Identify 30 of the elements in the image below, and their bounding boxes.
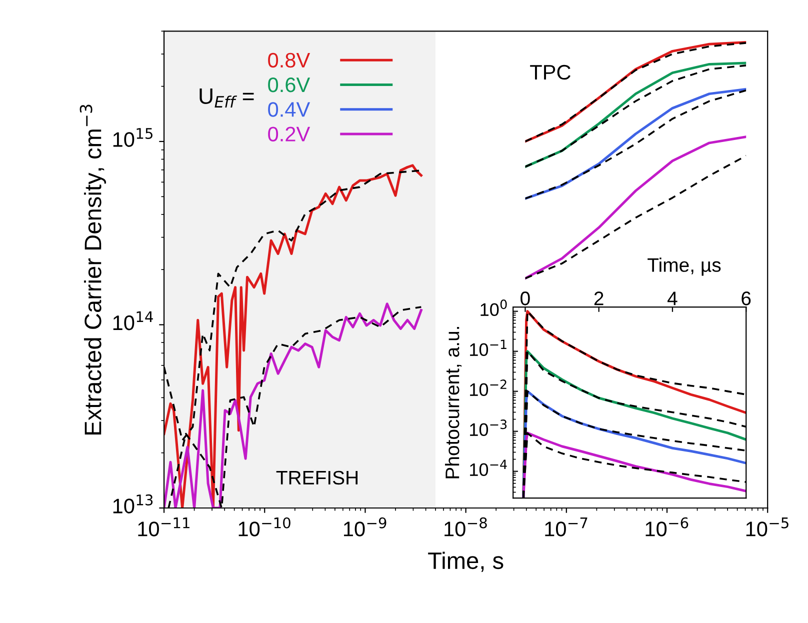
legend-label: 0.8V [268, 52, 310, 68]
x2-tick-label: 2 [594, 292, 604, 306]
annotation: TPC [530, 64, 570, 80]
x-tick-label: 10$^{−5}$ [746, 518, 788, 536]
x2-tick-label: 0 [520, 292, 530, 306]
x-tick-label: 10$^{−7}$ [545, 518, 588, 536]
legend-title: U$_{Eff}$ = [200, 88, 254, 108]
x-tick-label: 10$^{−6}$ [646, 517, 688, 536]
x2-tick-label: 6 [742, 292, 751, 306]
x2-axis-title: Time, µs [648, 258, 721, 276]
x-axis-title: Time, s [428, 552, 504, 572]
y-tick-label: 10$^{13}$ [113, 494, 153, 514]
legend-label: 0.4V [268, 102, 310, 117]
y-tick-label: 10$^{−3}$ [470, 420, 507, 436]
y-tick-label: 10$^{−4}$ [470, 460, 507, 476]
legend-label: 0.2V [268, 126, 310, 142]
y-tick-label: 10$^{0}$ [480, 300, 507, 316]
x2-tick-label: 4 [668, 292, 678, 306]
y-axis-title: Extracted Carrier Density, cm$^{−3}$ [80, 104, 106, 434]
x-tick-label: 10$^{−9}$ [344, 517, 386, 536]
y-axis-title: Photocurrent, a.u. [444, 327, 462, 478]
y-tick-label: 10$^{14}$ [113, 311, 153, 330]
y-tick-label: 10$^{−1}$ [470, 340, 506, 356]
x-tick-label: 10$^{−11}$ [138, 518, 190, 536]
y-tick-label: 10$^{15}$ [113, 128, 152, 147]
band-label: TREFISH [276, 470, 358, 485]
legend-label: 0.6V [268, 77, 310, 92]
y-tick-label: 10$^{−2}$ [470, 380, 506, 396]
x-tick-label: 10$^{−10}$ [238, 517, 290, 536]
x-tick-label: 10$^{−8}$ [444, 517, 487, 536]
